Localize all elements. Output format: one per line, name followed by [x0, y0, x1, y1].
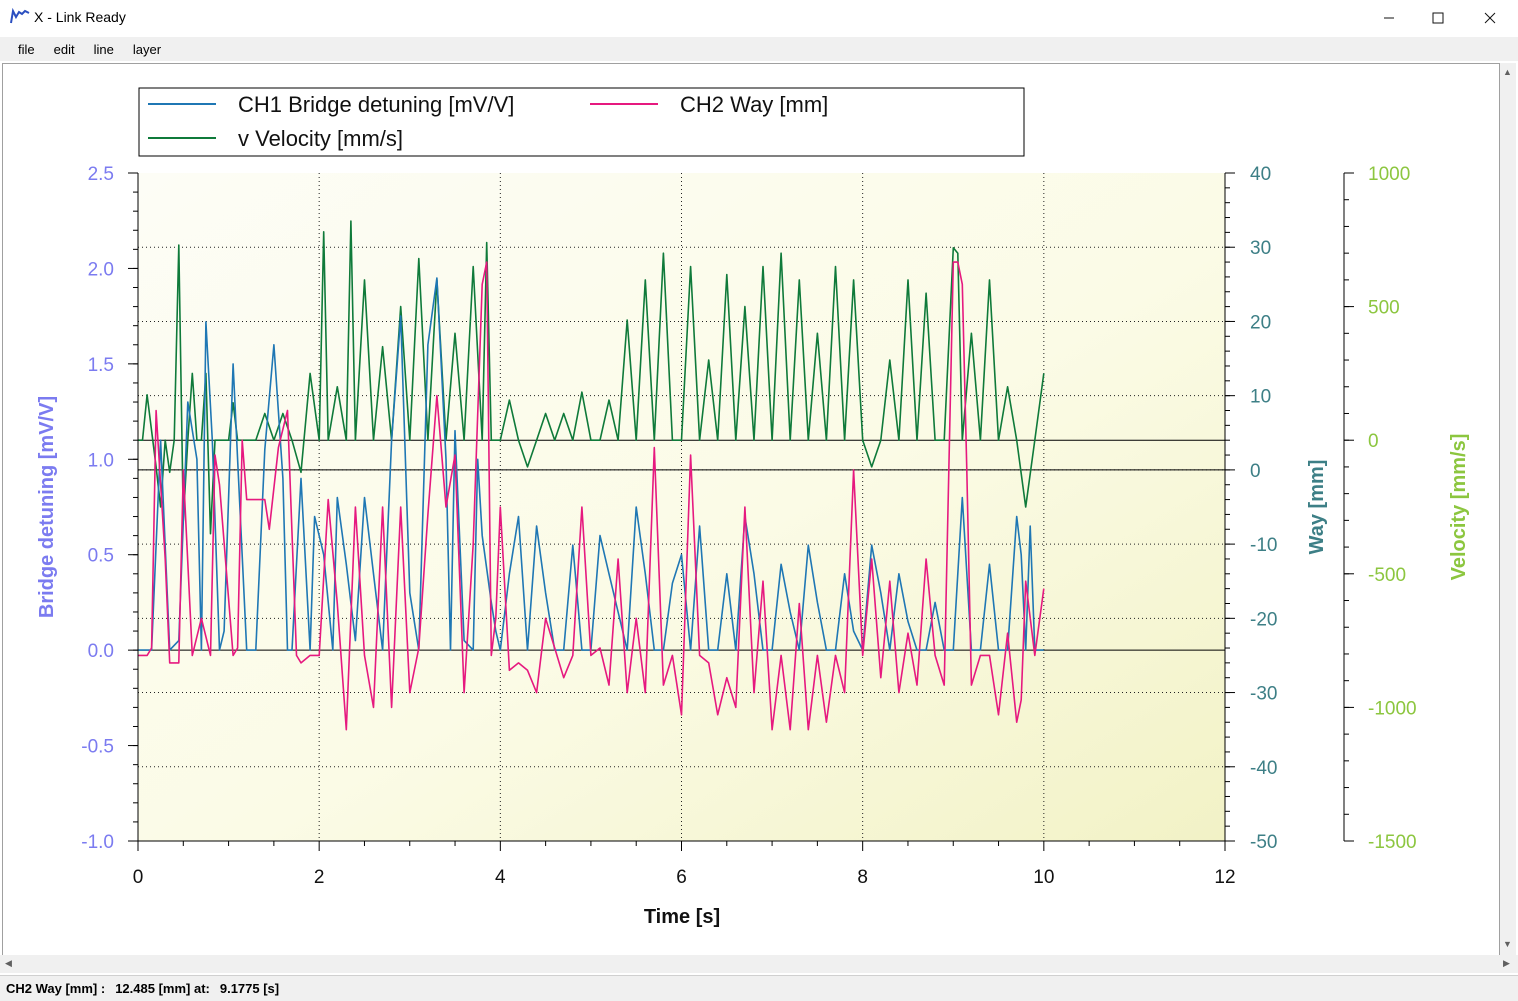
velocity-axis-title: Velocity [mm/s]: [1448, 434, 1470, 581]
left-tick-label: 2.5: [88, 164, 114, 185]
chart[interactable]: 0 2 4 6 8 10 12 2.5 2.0 1.5 1.0 0.5 0.0 -0.5 -1.0 40 30 2…: [3, 64, 1499, 956]
menu-layer[interactable]: layer: [132, 41, 162, 57]
way-tick-label: 0: [1250, 461, 1261, 482]
maximize-button[interactable]: [1413, 0, 1463, 35]
series-line-ch1[interactable]: [138, 277, 1044, 651]
velocity-tick-label: -1500: [1368, 832, 1417, 853]
velocity-tick-label: -500: [1368, 565, 1406, 586]
x-tick-label: 8: [857, 867, 868, 888]
series-layer: [138, 220, 1045, 731]
series-line-ch2[interactable]: [138, 261, 1045, 731]
scroll-down-icon[interactable]: ▼: [1503, 939, 1512, 949]
way-tick-label: 20: [1250, 312, 1271, 333]
left-tick-label: 0.0: [88, 641, 114, 662]
legend-label-ch2: CH2 Way [mm]: [680, 92, 828, 117]
window-title: X - Link Ready: [34, 9, 126, 25]
maximize-icon: [1432, 12, 1444, 23]
x-axis-title: Time [s]: [644, 906, 720, 928]
vertical-scrollbar[interactable]: ▲ ▼: [1500, 63, 1516, 957]
menu-bar: file edit line layer: [0, 37, 1518, 61]
left-tick-label: -1.0: [81, 832, 114, 853]
way-tick-label: 10: [1250, 387, 1271, 408]
status-time: 9.1775 [s]: [219, 981, 280, 996]
velocity-tick-label: 0: [1368, 431, 1379, 452]
way-tick-label: 30: [1250, 238, 1271, 259]
way-tick-label: -50: [1250, 832, 1277, 853]
velocity-tick-label: 500: [1368, 298, 1400, 319]
menu-edit[interactable]: edit: [53, 41, 75, 57]
way-tick-label: -30: [1250, 684, 1277, 705]
scroll-right-icon[interactable]: ▶: [1503, 958, 1510, 968]
way-axis-title: Way [mm]: [1306, 460, 1328, 555]
close-icon: [1484, 12, 1496, 23]
legend-label-velocity: v Velocity [mm/s]: [238, 126, 403, 151]
way-tick-label: -10: [1250, 535, 1277, 556]
title-bar: X - Link Ready: [0, 0, 1518, 35]
x-tick-label: 6: [676, 867, 687, 888]
velocity-tick-label: -1000: [1368, 698, 1417, 719]
legend: CH1 Bridge detuning [mV/V] CH2 Way [mm] …: [138, 87, 1025, 157]
x-tick-label: 0: [133, 867, 144, 888]
way-tick-label: -40: [1250, 758, 1277, 779]
scroll-up-icon[interactable]: ▲: [1503, 67, 1512, 77]
left-tick-label: 1.5: [88, 355, 114, 376]
x-tick-label: 2: [314, 867, 325, 888]
velocity-tick-label: 1000: [1368, 164, 1410, 185]
x-tick-label: 4: [495, 867, 506, 888]
left-tick-label: 2.0: [88, 259, 114, 280]
way-tick-label: -20: [1250, 609, 1277, 630]
status-channel: CH2 Way [mm] :: [6, 981, 106, 996]
x-tick-label: 10: [1033, 867, 1054, 888]
tick-labels: 0 2 4 6 8 10 12 2.5 2.0 1.5 1.0 0.5 0.0 -0.5 -1.0 40 30 2…: [81, 164, 1416, 888]
app-logo-icon: [10, 8, 30, 24]
left-tick-label: 1.0: [88, 450, 114, 471]
menu-line[interactable]: line: [93, 41, 114, 57]
close-button[interactable]: [1465, 0, 1515, 35]
legend-label-ch1: CH1 Bridge detuning [mV/V]: [238, 92, 514, 117]
scroll-left-icon[interactable]: ◀: [5, 958, 12, 968]
status-bar: CH2 Way [mm] : 12.485 [mm] at: 9.1775 [s…: [0, 975, 1518, 1001]
legend-box: [138, 87, 1025, 157]
minimize-button[interactable]: [1364, 0, 1414, 35]
status-value: 12.485 [mm] at:: [115, 981, 210, 996]
menu-file[interactable]: file: [18, 41, 35, 57]
x-tick-label: 12: [1214, 867, 1235, 888]
way-tick-label: 40: [1250, 164, 1271, 185]
plot-panel[interactable]: 0 2 4 6 8 10 12 2.5 2.0 1.5 1.0 0.5 0.0 -0.5 -1.0 40 30 2…: [2, 63, 1500, 957]
horizontal-scrollbar[interactable]: ◀ ▶: [0, 955, 1518, 973]
left-tick-label: 0.5: [88, 546, 114, 567]
left-tick-label: -0.5: [81, 737, 114, 758]
minimize-icon: [1384, 17, 1394, 18]
left-axis-title: Bridge detuning [mV/V]: [36, 396, 58, 618]
axes: [128, 172, 1354, 851]
